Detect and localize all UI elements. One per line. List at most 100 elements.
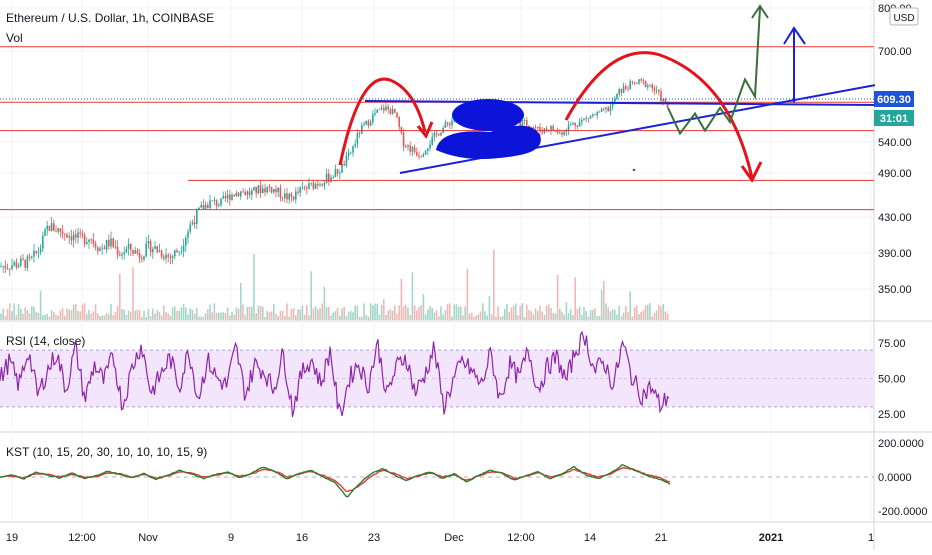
candle-body [567,124,570,132]
volume-bar [64,315,66,320]
time-axis[interactable]: 19 12:00 Nov 9 16 23 Dec 12:00 14 21 2021 1 [6,532,874,544]
volume-bar [482,303,484,320]
right-shoulder-arc[interactable] [564,51,754,179]
candle-body [660,91,662,102]
volume-bar [235,307,238,320]
volume-bar [292,308,295,320]
last-price-value: 609.30 [877,94,911,106]
candle-body [431,136,433,145]
triangle-upper-trendline[interactable] [364,100,876,107]
volume-bar [28,313,31,320]
volume-bar [248,306,251,320]
left-arc-arrowhead[interactable] [416,121,434,139]
projected-price-path[interactable] [667,7,761,136]
candle-body [233,194,235,197]
candle-body [303,187,306,189]
volume-bar [171,307,174,320]
candle-body [68,236,70,238]
volume-bar [336,307,339,320]
volume-bar [279,310,282,320]
candle-body [446,122,449,124]
candle-body [259,185,262,193]
candle-body [57,228,59,232]
left-shoulder-arc[interactable] [338,77,427,166]
volume-bar [39,290,42,320]
kst-label: KST (10, 15, 20, 30, 10, 10, 10, 15, 9) [6,445,207,459]
target-arrowhead[interactable] [783,26,806,45]
volume-bar [286,303,288,320]
volume-bar [213,303,216,320]
candle-body [64,233,66,235]
candle-body [343,163,345,166]
volume-bar [207,309,209,320]
candle-body [48,225,51,231]
candle-body [253,186,255,191]
volume-bar [405,304,407,320]
volume-bar [163,305,165,320]
candle-body [653,88,656,91]
volume-bar [499,316,502,320]
candle-body [136,250,139,254]
candle-body [649,84,651,86]
price-axis[interactable]: 800.00700.00540.00490.00430.00390.00350.… [878,3,928,518]
rsi-line [0,330,670,418]
drawings-layer[interactable] [0,4,876,211]
candle-body [143,256,145,260]
volume-bar [376,303,378,320]
time-tick-label: 12:00 [68,532,96,544]
candle-body [242,191,244,193]
volume-bar [561,311,563,320]
volume-bar [627,312,629,320]
volume-bar [180,307,183,320]
candle-body [537,126,539,129]
volume-bar [424,314,427,320]
volume-bar [46,313,48,320]
currency-badge[interactable] [889,7,919,26]
volume-bar [565,302,568,320]
candle-body [400,127,403,133]
candle-body [284,193,286,199]
volume-bar [570,309,572,320]
volume-bar [26,310,29,320]
volume-bar [301,305,304,320]
volume-bar [72,304,75,320]
candle-body [145,243,147,257]
volume-bar [290,309,293,320]
volume-bar [534,308,537,320]
candle-body [116,246,119,255]
candle-body [198,207,200,210]
pattern-blob-lower[interactable] [436,125,541,159]
volume-bar [365,314,367,320]
right-arc-arrowhead[interactable] [740,161,763,183]
candle-body [405,146,407,148]
candle-body [244,191,246,196]
volume-bar [156,310,158,320]
candle-body [519,119,521,127]
volume-bar [620,316,623,320]
volume-bar [528,309,530,320]
volume-bar [486,315,488,320]
projection-arrowhead[interactable] [751,4,769,19]
volume-bar [660,306,662,320]
candle-body [61,231,64,234]
volume-bar [31,306,33,320]
volume-bar [543,314,546,320]
volume-bar [255,313,257,320]
volume-bar [347,311,350,320]
candle-body [235,192,238,197]
volume-bar [193,313,196,320]
volume-bar [427,309,429,320]
volume-bar [642,310,645,320]
candle-body [420,156,422,158]
candle-body [440,132,442,136]
candle-body [72,234,75,241]
volume-bar [94,304,97,320]
candle-body [598,111,601,113]
volume-bar [143,310,145,320]
time-tick-label: 9 [228,532,234,544]
volume-bar [20,308,22,320]
volume-bar [251,306,253,320]
pattern-blob-upper[interactable] [452,99,524,131]
